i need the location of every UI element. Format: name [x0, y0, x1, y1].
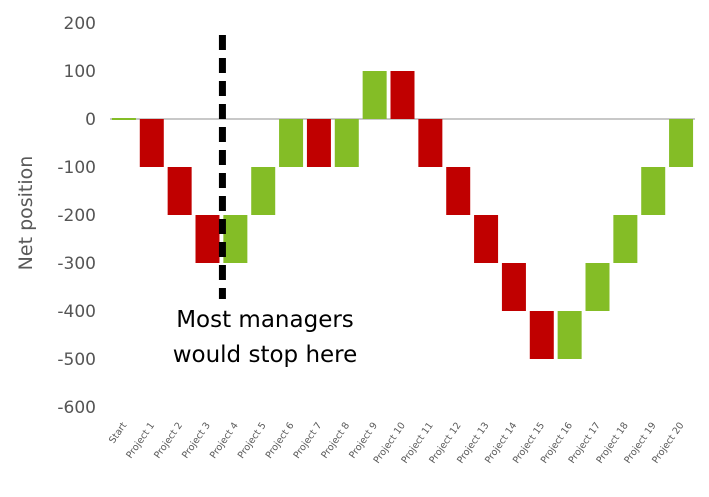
y-tick-label: 100	[64, 62, 96, 82]
bar-start	[111, 118, 136, 120]
bar-project-16	[557, 311, 582, 359]
bar-project-14	[501, 263, 526, 311]
y-tick-label: -200	[57, 206, 96, 226]
bar-project-1	[139, 119, 164, 167]
y-tick-label: -300	[57, 254, 96, 274]
bar-project-2	[167, 167, 192, 215]
bar-project-19	[641, 167, 666, 215]
y-tick-label: -100	[57, 158, 96, 178]
y-tick-label: -600	[57, 398, 96, 418]
bar-project-9	[362, 71, 387, 119]
waterfall-bars	[111, 71, 694, 359]
bar-project-7	[306, 119, 331, 167]
y-axis-ticks: 200 100 0 -100 -200 -300 -400 -500 -600	[57, 14, 96, 418]
bar-project-3	[195, 215, 220, 263]
annotation-line-2: would stop here	[173, 342, 358, 368]
bar-project-12	[446, 167, 471, 215]
y-axis-title: Net position	[15, 156, 37, 271]
bar-project-6	[279, 119, 304, 167]
bar-project-15	[529, 311, 554, 359]
bar-project-17	[585, 263, 610, 311]
bar-project-8	[334, 119, 359, 167]
y-tick-label: 200	[64, 14, 96, 34]
bar-project-5	[251, 167, 276, 215]
bar-project-10	[390, 71, 415, 119]
bar-project-20	[669, 119, 694, 167]
bar-project-13	[474, 215, 499, 263]
bar-project-11	[418, 119, 443, 167]
annotation-line-1: Most managers	[176, 307, 354, 333]
y-tick-label: 0	[85, 110, 96, 130]
y-tick-label: -400	[57, 302, 96, 322]
bar-project-4	[223, 215, 248, 263]
y-tick-label: -500	[57, 350, 96, 370]
bar-project-18	[613, 215, 638, 263]
x-category-label: Start	[107, 420, 129, 446]
